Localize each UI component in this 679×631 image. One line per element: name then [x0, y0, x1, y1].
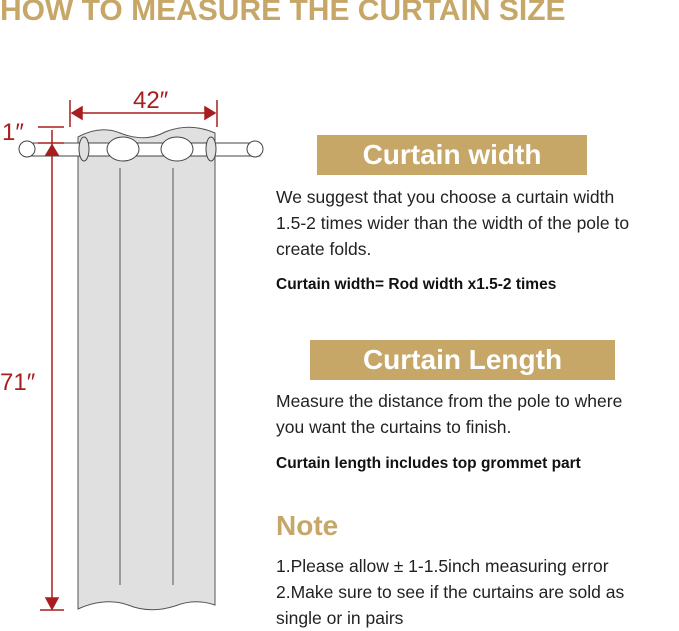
- curtain-length-heading: Curtain Length: [310, 340, 615, 380]
- curtain-panel: [77, 126, 216, 611]
- curtain-diagram: 42″ 1″ 71″: [0, 87, 264, 611]
- note-item-1: 1.Please allow ± 1-1.5inch measuring err…: [276, 556, 609, 576]
- curtain-length-formula: Curtain length includes top grommet part: [276, 455, 581, 472]
- curtain-length-text: Measure the distance from the pole to wh…: [276, 391, 623, 437]
- width-dimension-label: 42″: [133, 87, 169, 114]
- curtain-width-text: We suggest that you choose a curtain wid…: [276, 187, 630, 259]
- note-heading: Note: [276, 510, 339, 541]
- grommets: [78, 136, 217, 162]
- grommet-dimension-label: 1″: [2, 119, 24, 146]
- page-title: HOW TO MEASURE THE CURTAIN SIZE: [0, 0, 566, 27]
- curtain-width-heading: Curtain width: [317, 135, 587, 175]
- curtain-width-formula: Curtain width= Rod width x1.5-2 times: [276, 276, 557, 293]
- note-item-2: 2.Make sure to see if the curtains are s…: [276, 582, 625, 628]
- length-dimension-label: 71″: [0, 369, 36, 396]
